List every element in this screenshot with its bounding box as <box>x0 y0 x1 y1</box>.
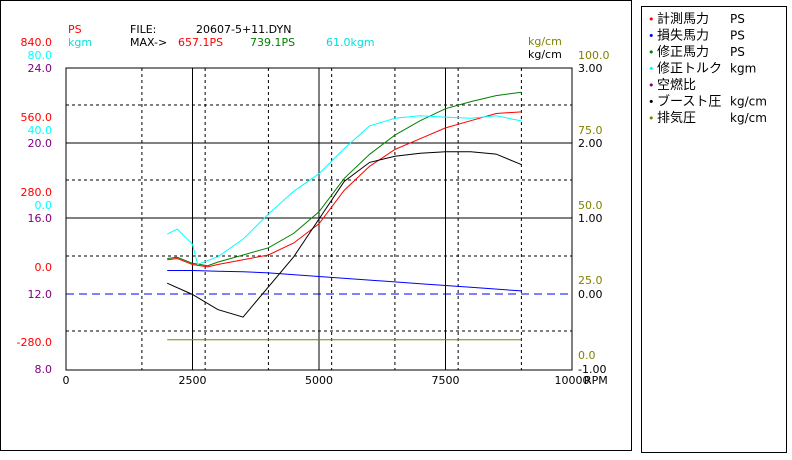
legend-series-unit: PS <box>730 29 745 43</box>
ps-tick-label: 560.0 <box>21 111 53 124</box>
file-name: 20607-5+11.DYN <box>196 23 292 36</box>
legend-series-unit: PS <box>730 12 745 26</box>
legend-series-unit: kg/cm <box>730 95 767 109</box>
plot-area-frame <box>65 67 573 371</box>
legend-series-name: 空燃比 <box>657 77 696 93</box>
file-label: FILE: <box>130 23 156 36</box>
legend-series-unit: PS <box>730 45 745 59</box>
legend-marker: • <box>648 46 655 59</box>
kgm-tick-label: 40.0 <box>28 124 53 137</box>
x-tick-label: 2500 <box>179 374 207 387</box>
legend: • 計測馬力 PS• 損失馬力 PS• 修正馬力 PS• 修正トルク kgm• 空燃比• ブースト圧… <box>648 11 767 126</box>
legend-marker: • <box>648 13 655 26</box>
kgm-tick-label: 0.0 <box>35 199 53 212</box>
series-line-5 <box>166 151 522 318</box>
series-line-1 <box>167 270 522 292</box>
boost-tick-label: -1.00 <box>578 363 606 376</box>
kgm-unit-label: kgm <box>68 36 92 49</box>
series-line-0 <box>167 111 522 268</box>
legend-marker: • <box>648 30 655 43</box>
legend-marker: • <box>648 79 655 92</box>
legend-marker: • <box>648 96 655 109</box>
max-measured-ps: 657.1PS <box>178 36 223 49</box>
afr-tick-label: 12.0 <box>28 288 53 301</box>
kgm-tick-label: 80.0 <box>28 49 53 62</box>
legend-marker: • <box>648 63 655 76</box>
exhaust-tick-label: 100.0 <box>578 49 610 62</box>
legend-series-name: 損失馬力 <box>657 29 709 44</box>
boost-unit-label: kg/cm <box>528 48 562 61</box>
x-tick-label: 10000 <box>555 374 590 387</box>
max-corrected-ps: 739.1PS <box>250 36 295 49</box>
x-axis-unit: RPM <box>584 374 608 387</box>
boost-tick-label: 0.00 <box>578 288 603 301</box>
x-tick-label: 5000 <box>305 374 333 387</box>
exhaust-tick-label: 75.0 <box>578 124 603 137</box>
ps-tick-label: -280.0 <box>17 336 52 349</box>
plot-series <box>166 91 522 371</box>
max-label: MAX-> <box>130 36 167 49</box>
legend-series-name: 計測馬力 <box>657 11 709 27</box>
max-torque-kgm: 61.0kgm <box>326 36 375 49</box>
exhaust-tick-label: 50.0 <box>578 199 603 212</box>
exhaust-tick-label: 0.0 <box>578 349 596 362</box>
afr-tick-label: 16.0 <box>28 212 53 225</box>
legend-frame <box>641 6 787 453</box>
legend-series-name: 修正トルク <box>657 62 722 77</box>
ps-tick-label: 840.0 <box>21 36 53 49</box>
afr-tick-label: 20.0 <box>28 137 53 150</box>
legend-marker: • <box>648 112 655 125</box>
boost-tick-label: 1.00 <box>578 212 603 225</box>
exhaust-tick-label: 25.0 <box>578 274 603 287</box>
legend-series-name: ブースト圧 <box>657 94 721 110</box>
legend-series-unit: kgm <box>730 62 756 76</box>
legend-series-unit: kg/cm <box>730 111 767 125</box>
afr-tick-label: 24.0 <box>28 62 53 75</box>
boost-tick-label: 2.00 <box>578 137 603 150</box>
exhaust-unit-label: kg/cm <box>528 35 562 48</box>
boost-tick-label: 3.00 <box>578 62 603 75</box>
ps-unit-label: PS <box>68 23 82 36</box>
series-line-2 <box>167 91 522 267</box>
legend-series-name: 排気圧 <box>657 110 696 126</box>
afr-tick-label: 8.0 <box>35 363 53 376</box>
series-line-3 <box>166 115 522 265</box>
ps-tick-label: 0.0 <box>35 261 53 274</box>
x-tick-label: 7500 <box>432 374 460 387</box>
axis-labels: 840.0560.0280.00.0-280.080.040.00.024.02… <box>17 36 610 387</box>
legend-series-name: 修正馬力 <box>657 45 709 60</box>
x-tick-label: 0 <box>63 374 70 387</box>
ps-tick-label: 280.0 <box>21 186 53 199</box>
